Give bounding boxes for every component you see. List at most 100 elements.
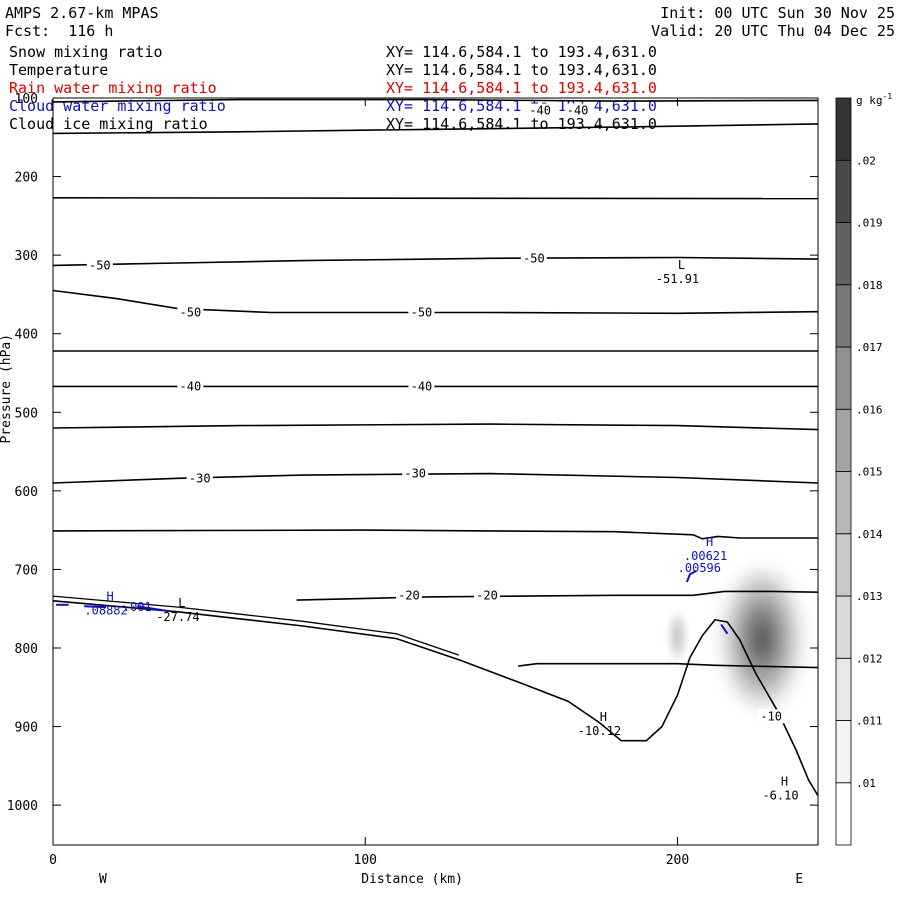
- contour-label-bg: [758, 709, 785, 724]
- contour-label-bg: [177, 305, 204, 320]
- colorbar-level-label: .012: [856, 652, 883, 665]
- y-tick-label: 700: [15, 563, 38, 578]
- contour-label: -50: [523, 251, 545, 265]
- cloud-water-fragment-label: .001: [123, 600, 152, 614]
- field-xy-snow: XY= 114.6,584.1 to 193.4,631.0: [386, 43, 657, 61]
- colorbar-level-label: .016: [856, 403, 883, 416]
- field-label-rain: Rain water mixing ratio: [9, 79, 217, 97]
- contour-label-bg: [395, 588, 422, 603]
- isotherm-line: [53, 256, 818, 267]
- colorbar-swatch: [835, 471, 852, 535]
- y-axis-label: Pressure (hPa): [0, 334, 14, 444]
- y-tick-label: 300: [15, 249, 38, 264]
- contour-label-bg: [527, 103, 554, 118]
- y-tick-label: 500: [15, 406, 38, 421]
- cloud-water-line: [137, 605, 169, 613]
- isotherm-line: [53, 529, 818, 540]
- contour-label: -40: [411, 379, 433, 393]
- y-tick-label: 900: [15, 721, 38, 736]
- y-tick-label: 400: [15, 328, 38, 343]
- extremum-marker: H: [781, 774, 788, 788]
- colorbar-swatch: [835, 408, 852, 472]
- east-label: E: [795, 872, 803, 887]
- field-xy-rain: XY= 114.6,584.1 to 193.4,631.0: [386, 79, 657, 97]
- cloud-water-line: [685, 570, 697, 583]
- terrain-line: [53, 600, 818, 797]
- field-xy-temperature: XY= 114.6,584.1 to 193.4,631.0: [386, 61, 657, 79]
- isotherm-line: [518, 662, 818, 669]
- contour-label-bg: [408, 305, 435, 320]
- cloud-water-extremum-marker: H: [106, 589, 113, 603]
- colorbar-swatch: [835, 346, 852, 410]
- colorbar-swatch: [835, 595, 852, 659]
- colorbar-swatch: [835, 720, 852, 784]
- colorbar-swatch: [835, 284, 852, 348]
- cloud-water-extremum-value: .00596: [678, 561, 721, 575]
- plot-frame: [52, 97, 819, 846]
- cloud-water-line: [84, 605, 107, 609]
- contour-label: -40: [567, 104, 589, 118]
- forecast-hour: Fcst: 116 h: [5, 22, 114, 40]
- cloud-water-line: [720, 623, 729, 635]
- colorbar-swatch: [835, 533, 852, 597]
- colorbar-level-label: .019: [856, 217, 883, 230]
- y-tick-label: 100: [15, 92, 38, 107]
- contour-label-bg: [408, 379, 435, 394]
- cloud-water-extremum-value: .08882: [84, 603, 127, 617]
- contour-label-bg: [564, 103, 591, 118]
- contour-label: -20: [398, 588, 420, 602]
- isotherm-line: [53, 423, 818, 431]
- contour-label: -50: [89, 258, 111, 272]
- colorbar-level-label: .02: [856, 154, 876, 167]
- contour-label: -30: [189, 471, 211, 485]
- x-axis-label: Distance (km): [361, 872, 463, 887]
- isotherm-line: [53, 98, 818, 103]
- y-tick-label: 600: [15, 485, 38, 500]
- isotherm-line: [53, 123, 818, 135]
- colorbar-swatch: [835, 782, 852, 846]
- y-tick-label: 800: [15, 642, 38, 657]
- field-label-snow: Snow mixing ratio: [9, 43, 163, 61]
- contour-label-bg: [520, 251, 547, 266]
- extremum-value: -51.91: [656, 272, 699, 286]
- contour-label-bg: [474, 588, 501, 603]
- colorbar-level-label: .015: [856, 466, 883, 479]
- contour-label: -50: [411, 305, 433, 319]
- contour-label: -40: [180, 379, 202, 393]
- valid-time: Valid: 20 UTC Thu 04 Dec 25: [651, 22, 895, 40]
- colorbar-level-label: .01: [856, 777, 876, 790]
- isotherm-line: [53, 472, 818, 484]
- colorbar-level-label: .014: [856, 528, 883, 541]
- isotherm-line: [53, 289, 818, 315]
- colorbar-level-label: .017: [856, 341, 883, 354]
- west-label: W: [99, 872, 107, 887]
- contour-label: -40: [529, 104, 551, 118]
- y-tick-label: 200: [15, 171, 38, 186]
- isotherm-line: [296, 590, 818, 601]
- colorbar-swatch: [835, 97, 852, 161]
- contour-label-bg: [177, 379, 204, 394]
- snow-shading-blob: [669, 614, 686, 659]
- colorbar-swatch: [835, 159, 852, 223]
- extremum-marker: L: [178, 596, 185, 610]
- contour-label-bg: [86, 258, 113, 273]
- colorbar-units-exponent: -1: [883, 92, 893, 101]
- terrain-line-upper: [53, 595, 460, 656]
- x-tick-label: 0: [49, 853, 57, 868]
- x-tick-label: 200: [666, 853, 689, 868]
- cloud-water-extremum-value: .00621: [684, 549, 727, 563]
- model-title: AMPS 2.67-km MPAS: [5, 4, 159, 22]
- colorbar-level-label: .011: [856, 715, 883, 728]
- snow-shading-ring: [673, 625, 682, 648]
- extremum-marker: L: [678, 258, 685, 272]
- extremum-value: -10.12: [578, 724, 621, 738]
- field-label-cloud-ice: Cloud ice mixing ratio: [9, 115, 208, 133]
- contour-label-bg: [186, 471, 213, 486]
- x-tick-label: 100: [354, 853, 377, 868]
- colorbar-swatch: [835, 657, 852, 721]
- isotherm-line: [53, 197, 818, 200]
- contour-label: -50: [180, 305, 202, 319]
- colorbar-swatch: [835, 222, 852, 286]
- colorbar-level-label: .013: [856, 590, 883, 603]
